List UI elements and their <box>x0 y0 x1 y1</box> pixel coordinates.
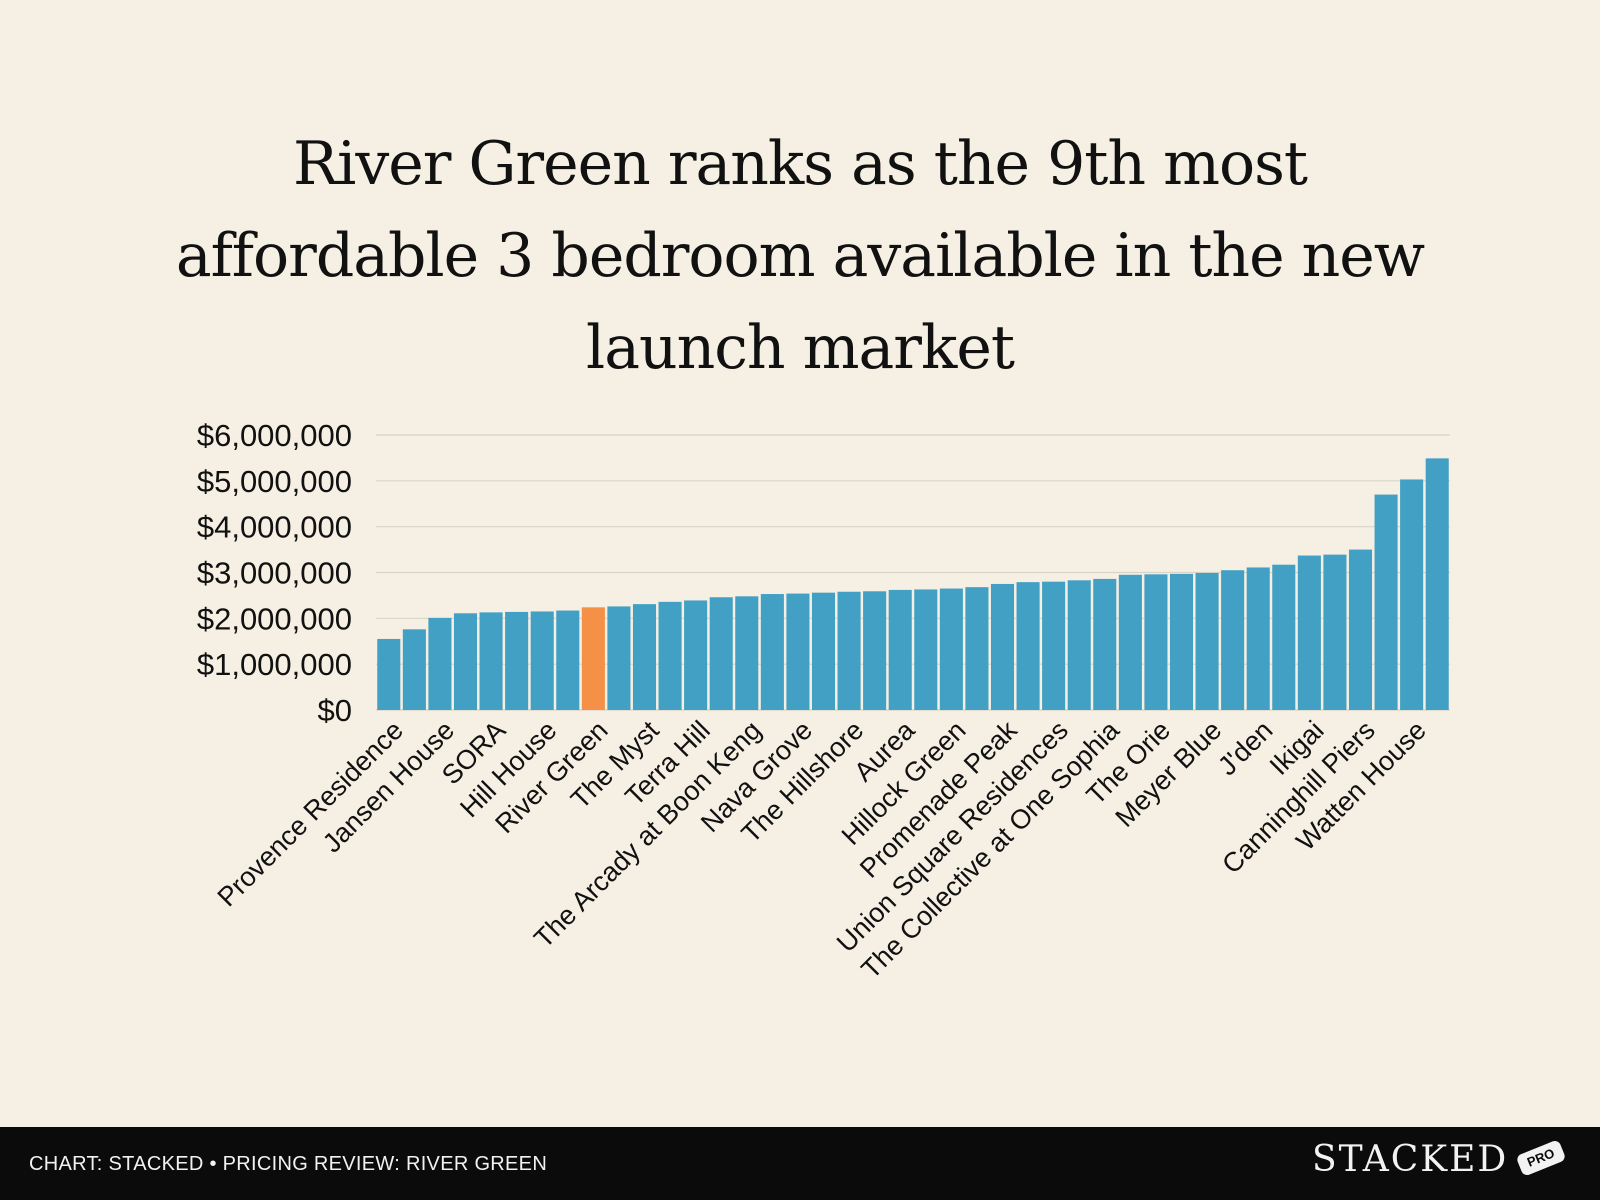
stacked-logo: STACKED <box>1312 1139 1509 1180</box>
bar <box>1297 555 1321 710</box>
bar <box>1323 554 1347 710</box>
footer-bar: CHART: STACKED • PRICING REVIEW: RIVER G… <box>0 1127 1600 1200</box>
bar <box>1195 572 1219 710</box>
bar <box>1067 580 1091 710</box>
bar <box>1169 573 1194 710</box>
bar <box>530 611 554 710</box>
bar <box>1093 578 1117 710</box>
bar <box>760 594 784 710</box>
bar <box>632 604 657 710</box>
bar <box>1042 581 1066 710</box>
bar <box>939 588 963 710</box>
y-tick-label: $6,000,000 <box>197 418 352 453</box>
bar <box>377 638 401 710</box>
bar <box>811 592 836 710</box>
bar-chart: $0 $1,000,000 $2,000,000 $3,000,000 $4,000,0… <box>197 418 1450 985</box>
bar <box>786 593 810 710</box>
bar <box>990 583 1015 710</box>
footer-caption: CHART: STACKED • PRICING REVIEW: RIVER G… <box>29 1153 548 1175</box>
bar <box>428 617 452 710</box>
bar <box>888 589 912 710</box>
y-tick-label: $0 <box>318 693 352 728</box>
bar <box>556 610 580 710</box>
bar <box>709 597 733 710</box>
bar <box>1221 570 1245 710</box>
y-tick-label: $3,000,000 <box>197 556 352 591</box>
y-tick-label: $5,000,000 <box>197 464 352 499</box>
bar <box>735 596 759 710</box>
bar <box>1400 479 1424 710</box>
y-tick-label: $2,000,000 <box>197 601 352 636</box>
bar-highlight <box>581 607 605 710</box>
bar <box>1144 574 1168 710</box>
bar <box>402 629 426 710</box>
x-tick-label: J'den <box>1212 715 1278 781</box>
bar <box>607 606 631 710</box>
bar <box>1272 564 1296 710</box>
bar <box>1374 494 1398 710</box>
bar <box>863 591 887 710</box>
bar <box>1246 567 1270 710</box>
bar <box>1425 458 1449 710</box>
bar <box>1118 574 1142 710</box>
bar <box>914 589 938 710</box>
bar <box>684 600 708 710</box>
y-tick-label: $1,000,000 <box>197 647 352 682</box>
pro-badge: PRO <box>1515 1139 1567 1177</box>
bar <box>965 587 989 710</box>
bar <box>658 601 682 710</box>
y-tick-label: $4,000,000 <box>197 510 352 545</box>
bar <box>505 611 529 710</box>
bar <box>1016 582 1040 710</box>
bar <box>837 591 861 710</box>
gridlines <box>376 434 1450 711</box>
chart-title: River Green ranks as the 9th most afford… <box>175 129 1425 383</box>
y-axis-tick-labels: $0 $1,000,000 $2,000,000 $3,000,000 $4,000,0… <box>197 418 352 728</box>
bar <box>453 613 478 710</box>
bars <box>377 458 1449 710</box>
bar <box>479 612 503 710</box>
bar <box>1348 549 1373 710</box>
